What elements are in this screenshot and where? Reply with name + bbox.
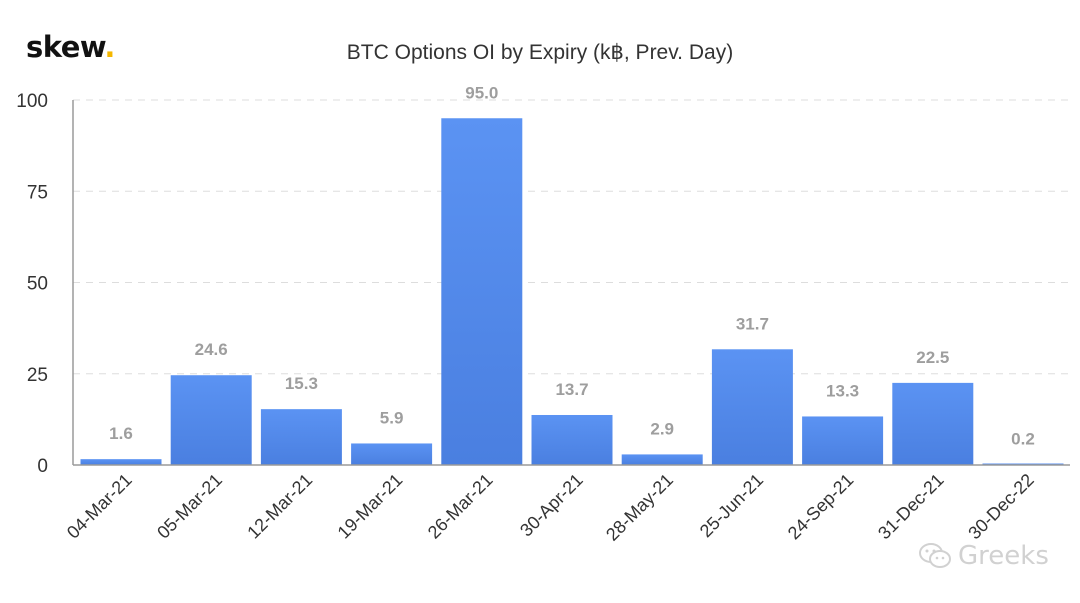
logo-text: skew [26, 30, 105, 64]
bar [621, 454, 703, 465]
value-label: 15.3 [285, 374, 318, 393]
value-label: 95.0 [465, 83, 498, 102]
bar [531, 414, 613, 465]
value-label: 0.2 [1011, 429, 1035, 448]
y-tick-label: 0 [37, 456, 48, 477]
logo-dot: . [104, 30, 115, 64]
x-tick-label: 30-Apr-21 [516, 470, 587, 541]
bar [170, 375, 252, 465]
watermark-text: Greeks [958, 541, 1049, 571]
value-label: 2.9 [650, 419, 674, 438]
value-label: 1.6 [109, 424, 133, 443]
watermark: Greeks [918, 541, 1049, 571]
y-tick-labels: 0 25 50 75 100 [16, 91, 48, 477]
bar [892, 382, 974, 465]
value-label: 31.7 [736, 314, 769, 333]
bar [441, 118, 523, 465]
y-tick-label: 25 [27, 365, 48, 386]
x-tick-label: 28-May-21 [602, 470, 677, 545]
x-tick-label: 19-Mar-21 [334, 470, 407, 543]
bar [351, 443, 433, 465]
x-tick-labels: 04-Mar-21 05-Mar-21 12-Mar-21 19-Mar-21 26-M… [63, 470, 1038, 545]
x-tick-label: 12-Mar-21 [243, 470, 316, 543]
bar [711, 349, 793, 465]
value-label: 13.7 [555, 380, 588, 399]
x-tick-label: 25-Jun-21 [696, 470, 767, 541]
x-tick-label: 24-Sep-21 [784, 470, 858, 544]
value-label: 22.5 [916, 348, 949, 367]
y-tick-label: 100 [16, 91, 48, 112]
x-tick-label: 05-Mar-21 [153, 470, 226, 543]
chart-title: BTC Options OI by Expiry (k฿, Prev. Day) [0, 40, 1080, 65]
axes [72, 100, 1070, 466]
chart-title-text: BTC Options OI by Expiry (k฿, Prev. Day) [346, 41, 734, 64]
x-tick-label: 26-Mar-21 [424, 470, 497, 543]
skew-logo: skew. [26, 30, 115, 64]
value-label: 13.3 [826, 381, 859, 400]
value-label: 5.9 [380, 408, 404, 427]
bars [80, 118, 1064, 465]
value-labels: 1.6 24.6 15.3 5.9 95.0 13.7 2.9 31.7 13.3 22.5 0.2 [109, 83, 1035, 448]
y-tick-label: 75 [27, 182, 48, 203]
x-tick-label: 31-Dec-21 [874, 470, 948, 544]
x-tick-label: 30-Dec-22 [964, 470, 1038, 544]
gridlines [73, 99, 1070, 375]
bar [802, 416, 884, 465]
y-tick-label: 50 [27, 274, 48, 295]
value-label: 24.6 [195, 340, 228, 359]
wechat-icon [918, 542, 952, 570]
x-tick-label: 04-Mar-21 [63, 470, 136, 543]
bar [260, 409, 342, 465]
bar [80, 459, 162, 465]
